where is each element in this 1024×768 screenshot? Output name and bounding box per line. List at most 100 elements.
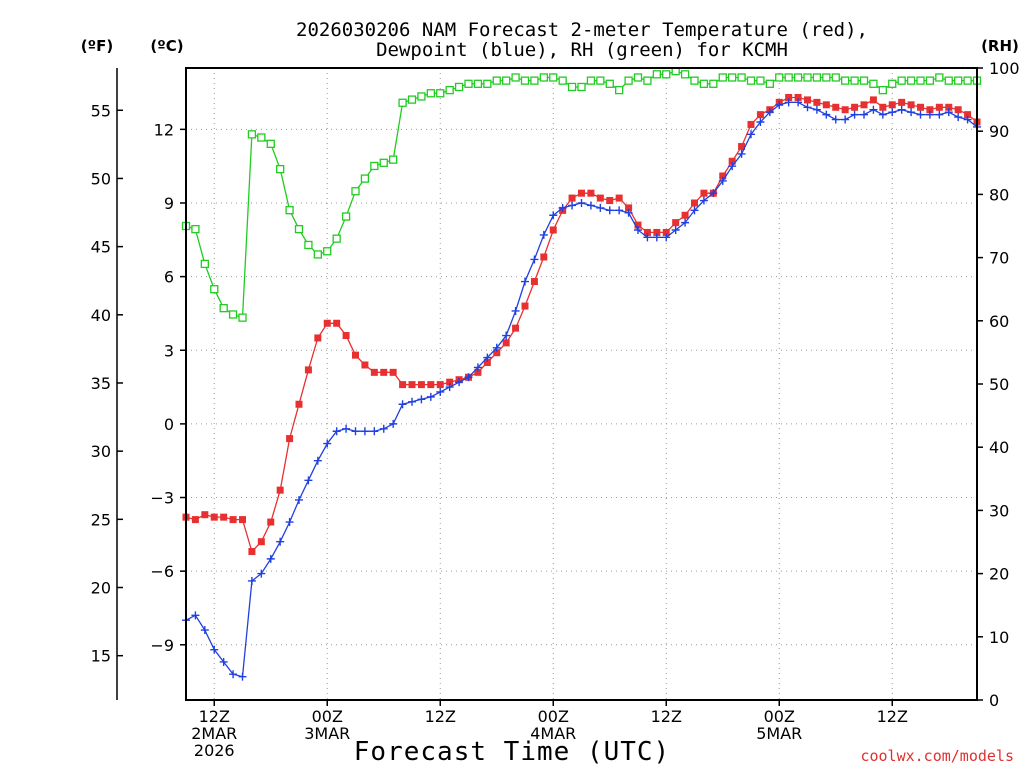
dewpoint-point <box>229 670 238 679</box>
dewpoint-point <box>445 383 454 392</box>
relative-humidity-point <box>680 70 690 79</box>
dewpoint-point <box>483 353 492 362</box>
fahrenheit-tick-label: 25 <box>91 510 111 529</box>
relative-humidity-point <box>906 76 916 85</box>
relative-humidity-point <box>464 79 473 88</box>
relative-humidity-point <box>426 89 435 98</box>
relative-humidity-point <box>888 79 897 88</box>
dewpoint-point <box>662 233 671 242</box>
relative-humidity-point <box>633 73 643 82</box>
dewpoint-point <box>860 110 868 119</box>
relative-humidity-point <box>624 76 633 85</box>
temperature-point <box>502 339 510 347</box>
relative-humidity-point <box>473 79 483 88</box>
relative-humidity-point <box>916 76 925 85</box>
relative-humidity-point <box>822 73 831 82</box>
temperature-point <box>822 101 830 109</box>
relative-humidity-point <box>897 76 906 85</box>
temperature-point <box>869 96 877 104</box>
fahrenheit-tick-label: 55 <box>91 101 111 120</box>
dewpoint-point <box>455 378 464 387</box>
relative-humidity-point <box>417 92 426 101</box>
fahrenheit-tick-label: 50 <box>91 169 111 188</box>
temperature-point <box>493 349 501 357</box>
celsius-tick-label: 6 <box>164 268 174 287</box>
x-tick-label: 4MAR <box>530 724 576 743</box>
relative-humidity-point <box>219 304 228 313</box>
dewpoint-point <box>765 108 774 117</box>
dewpoint-point <box>285 518 294 527</box>
relative-humidity-point <box>567 82 577 92</box>
temperature-point <box>540 253 548 261</box>
celsius-tick-label: 12 <box>154 120 174 139</box>
temperature-point <box>191 516 199 524</box>
relative-humidity-point <box>313 250 322 259</box>
temperature-point <box>512 324 520 332</box>
dewpoint-point <box>954 113 963 122</box>
plot-frame <box>185 67 978 701</box>
dewpoint-point <box>888 108 897 117</box>
celsius-tick-label: 0 <box>164 415 174 434</box>
fahrenheit-tick-label: 30 <box>91 442 111 461</box>
rh-tick-label: 20 <box>989 565 1009 584</box>
dewpoint-point <box>775 100 784 109</box>
dewpoint-point <box>869 105 878 114</box>
relative-humidity-point <box>596 76 605 85</box>
temperature-point <box>370 368 378 376</box>
dewpoint-point <box>464 373 473 382</box>
relative-humidity-point <box>652 70 661 79</box>
dewpoint-point <box>257 569 266 578</box>
dewpoint-point <box>511 306 520 315</box>
relative-humidity-point <box>332 234 341 243</box>
dewpoint-point <box>897 105 906 114</box>
dewpoint-point <box>351 427 360 436</box>
temperature-point <box>239 516 246 524</box>
temperature-point <box>436 381 444 389</box>
temperature-point <box>794 93 802 101</box>
temperature-point <box>549 226 557 234</box>
relative-humidity-point <box>775 73 784 82</box>
chart-subtitle: Dewpoint (blue), RH (green) for KCMH <box>376 39 788 61</box>
relative-humidity-point <box>530 76 539 85</box>
temperature-point <box>587 189 595 197</box>
temperature-point <box>935 103 943 111</box>
temperature-point <box>662 228 670 236</box>
relative-humidity-point <box>662 70 671 79</box>
x-tick-label: 5MAR <box>756 724 802 743</box>
dewpoint-point <box>238 672 247 681</box>
temperature-point <box>841 106 849 114</box>
temperature-point <box>879 103 887 111</box>
relative-humidity-point <box>944 76 953 85</box>
dewpoint-point <box>878 110 887 119</box>
temperature-point <box>286 435 294 443</box>
x-tick-label: 00Z <box>764 707 795 726</box>
dewpoint-point <box>634 225 642 234</box>
temperature-point <box>898 98 906 106</box>
relative-humidity-point <box>502 76 511 85</box>
relative-humidity-point <box>831 73 840 82</box>
temperature-point <box>926 106 934 114</box>
temperature-point <box>964 111 972 119</box>
x-tick-label: 2026 <box>194 741 235 760</box>
relative-humidity-point <box>228 310 238 319</box>
dewpoint-point <box>577 198 586 207</box>
temperature-point <box>615 194 623 202</box>
dewpoint-point <box>332 427 341 436</box>
dewpoint-point <box>191 611 200 620</box>
relative-humidity-point <box>746 76 756 85</box>
relative-humidity-point <box>492 76 501 85</box>
celsius-tick-label: 3 <box>164 341 174 360</box>
dewpoint-point <box>370 427 379 436</box>
credit-text: coolwx.com/models <box>860 747 1014 765</box>
temperature-point <box>634 221 642 229</box>
dewpoint-point <box>944 108 953 117</box>
relative-humidity-point <box>436 89 445 98</box>
relative-humidity-point <box>963 76 972 85</box>
temperature-point <box>719 172 727 180</box>
dewpoint-point <box>822 110 831 119</box>
temperature-point <box>446 378 454 386</box>
relative-humidity-point <box>812 73 822 82</box>
relative-humidity-point <box>379 158 388 167</box>
fahrenheit-unit-label: (ºF) <box>81 37 113 55</box>
temperature-point <box>304 366 312 374</box>
